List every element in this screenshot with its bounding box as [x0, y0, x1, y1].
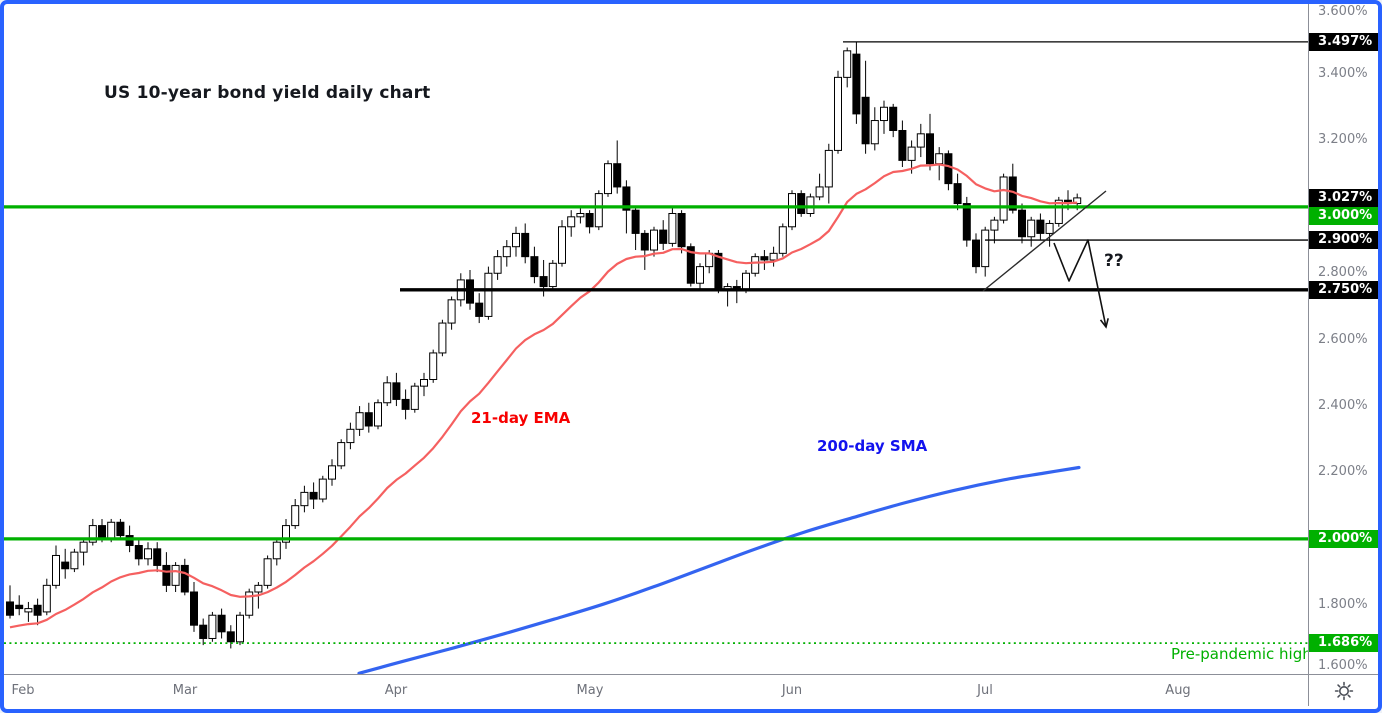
price-tick: 3.200% [1318, 132, 1368, 148]
sma-line[interactable] [357, 465, 1081, 674]
price-tick: 2.400% [1318, 398, 1368, 414]
price-tick: 3.600% [1318, 4, 1368, 19]
forecast-zigzag-arrow[interactable] [1053, 239, 1107, 328]
settings-gear-icon[interactable] [1333, 680, 1355, 702]
price-level-badge: 2.900% [1309, 231, 1378, 250]
candles-layer [6, 41, 1082, 649]
chart-title-text[interactable]: US 10-year bond yield daily chart [104, 83, 431, 103]
last-price-badge: 3.027% [1309, 188, 1378, 207]
time-tick-Mar: Mar [172, 683, 198, 698]
ema-label-text[interactable]: 21-day EMA [471, 409, 571, 427]
ema-line[interactable] [9, 163, 1078, 629]
price-level-badge: 1.686% [1309, 634, 1378, 653]
price-tick: 2.600% [1318, 331, 1368, 347]
price-tick: 2.800% [1318, 265, 1368, 281]
chart-plot-area[interactable] [4, 4, 1308, 674]
arrowhead-icon [1099, 318, 1109, 329]
ascending-trendline[interactable] [982, 190, 1107, 292]
price-tick: 3.400% [1318, 66, 1368, 82]
price-level-badge: 2.000% [1309, 529, 1378, 548]
price-tick: 1.800% [1318, 597, 1368, 613]
axis-settings-cell[interactable] [1308, 674, 1378, 706]
time-tick-Feb: Feb [11, 683, 35, 698]
sma-label-text[interactable]: 200-day SMA [817, 437, 928, 455]
price-tick: 2.200% [1318, 464, 1368, 480]
time-tick-May: May [576, 683, 604, 698]
price-level-badge: 3.497% [1309, 32, 1378, 51]
time-axis[interactable]: Feb Mar Apr May Jun Jul Aug [4, 674, 1308, 706]
price-level-badge: 3.000% [1309, 206, 1378, 225]
price-tick: 1.600% [1318, 658, 1368, 673]
time-tick-Aug: Aug [1165, 683, 1191, 698]
time-tick-Apr: Apr [384, 683, 408, 698]
pre-pandemic-high-text[interactable]: Pre-pandemic high [1171, 645, 1312, 663]
price-axis[interactable]: 3.600% 3.400% 3.200% 2.800% 2.600% 2.400% 2.20… [1308, 4, 1378, 674]
time-tick-Jun: Jun [781, 683, 803, 698]
time-tick-Jul: Jul [977, 683, 993, 698]
question-marks-text[interactable]: ?? [1104, 251, 1124, 271]
price-level-badge: 2.750% [1309, 280, 1378, 299]
